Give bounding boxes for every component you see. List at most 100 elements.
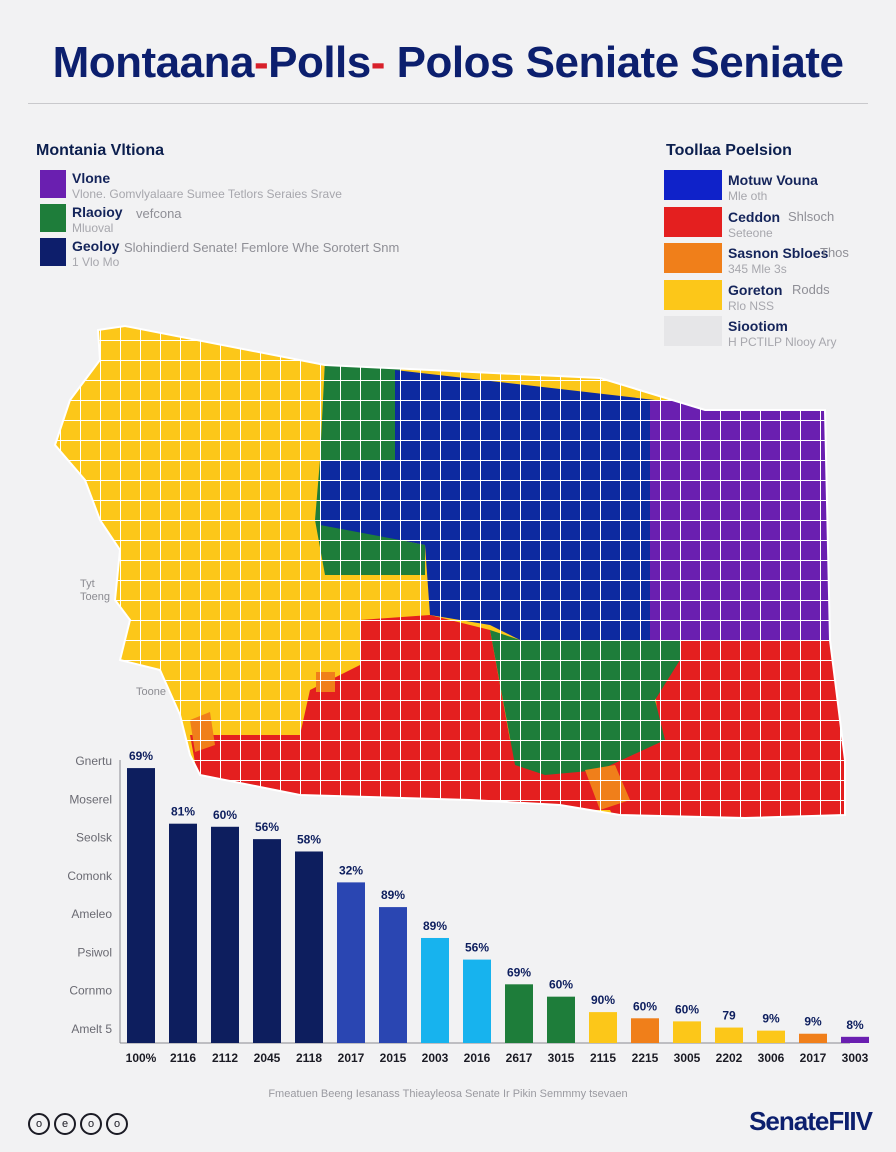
- legend-swatch: [40, 170, 66, 198]
- bar-category-label: 2115: [590, 1051, 616, 1065]
- y-tick-label: Comonk: [67, 869, 113, 883]
- bar-category-label: 100%: [126, 1051, 157, 1065]
- bar-chart: Amelt 5 Cornmo Psiwol Ameleo Comonk Seolsk Mos…: [67, 749, 869, 1065]
- bar-category-labels: 100% 2116 2112 2045 2118 2017 2015 2003 2016 2617…: [126, 1051, 869, 1065]
- bar-category-label: 2116: [170, 1051, 196, 1065]
- legend-left-extra: Slohindierd Senate! Femlore Whe Sorotert…: [124, 240, 400, 255]
- y-tick-label: Seolsk: [76, 831, 113, 845]
- legend-right-item: Ceddon Shlsoch Seteone: [664, 207, 864, 247]
- bar-value-label: 81%: [171, 805, 195, 819]
- legend-right-extra: Rodds: [792, 282, 830, 297]
- bar: [337, 882, 365, 1043]
- legend-right-extra: Shlsoch: [788, 209, 835, 224]
- bar: [589, 1012, 617, 1043]
- y-tick-label: Moserel: [69, 792, 112, 806]
- bar-value-label: 8%: [846, 1018, 864, 1032]
- bar: [253, 839, 281, 1043]
- legend-right-sub: Rlo NSS: [728, 299, 775, 313]
- bar: [757, 1030, 785, 1043]
- link-circle-icon[interactable]: o: [80, 1113, 102, 1135]
- bar: [799, 1033, 827, 1043]
- bar: [715, 1027, 743, 1043]
- legend-swatch: [40, 238, 66, 266]
- bar-category-label: 2118: [296, 1051, 322, 1065]
- legend-right-item: Sasnon Sbloes Thos 345 Mle 3s: [664, 243, 864, 283]
- bar-category-label: 2617: [506, 1051, 533, 1065]
- legend-right-title: Toollaa Poelsion: [666, 142, 792, 159]
- bar-category-label: 3003: [842, 1051, 869, 1065]
- bar-value-label: 32%: [339, 863, 363, 877]
- bar-value-label: 58%: [297, 832, 321, 846]
- legend-left-sub: Vlone. Gomvlyalaare Sumee Tetlors Seraie…: [72, 187, 342, 201]
- bar-value-label: 56%: [255, 820, 279, 834]
- brand-logo: SenateFIIV: [749, 1106, 873, 1136]
- legend-left-label: Geoloy: [72, 238, 120, 254]
- legend-right-sub: H PCTILP Nlooy Ary: [728, 335, 837, 349]
- bar-category-label: 2202: [716, 1051, 743, 1065]
- bar-y-tick-labels: Amelt 5 Cornmo Psiwol Ameleo Comonk Seolsk Mos…: [67, 754, 113, 1036]
- legend-swatch: [40, 204, 66, 232]
- bar-value-label: 60%: [213, 808, 237, 822]
- bar-value-label: 90%: [591, 993, 615, 1007]
- bar-value-label: 60%: [549, 978, 573, 992]
- legend-left-item: Geoloy 1 Vlo Mo Slohindierd Senate! Femlor…: [40, 238, 440, 278]
- bar-category-label: 2016: [464, 1051, 491, 1065]
- page-title: Montaana-Polls- Polos Seniate Seniate: [52, 38, 844, 87]
- legend-right-sub: 345 Mle 3s: [728, 262, 787, 276]
- bar-value-label: 60%: [675, 1002, 699, 1016]
- bar-value-label: 69%: [507, 965, 531, 979]
- bar-value-label: 89%: [381, 888, 405, 902]
- bar-data-labels: 69% 81% 60% 56% 58% 32% 89% 89% 56% 69% 60% 90% 60% 6…: [129, 749, 864, 1032]
- bar-category-label: 2045: [254, 1051, 281, 1065]
- info-circle-icon[interactable]: o: [106, 1113, 128, 1135]
- bar: [841, 1036, 869, 1043]
- bar-category-label: 2112: [212, 1051, 238, 1065]
- legend-left-item: Vlone Vlone. Gomvlyalaare Sumee Tetlors S…: [40, 170, 440, 210]
- legend-right-item: Siootiom H PCTILP Nlooy Ary: [664, 316, 864, 356]
- legend-right-label: Ceddon: [728, 209, 781, 225]
- y-tick-label: Cornmo: [69, 984, 112, 998]
- y-tick-label: Amelt 5: [71, 1022, 112, 1036]
- bar-category-label: 2215: [632, 1051, 659, 1065]
- legend-swatch: [664, 280, 722, 310]
- email-circle-icon[interactable]: e: [54, 1113, 76, 1135]
- bar: [295, 851, 323, 1043]
- legend-swatch: [664, 170, 722, 200]
- bar-category-label: 3015: [548, 1051, 575, 1065]
- share-circle-icon[interactable]: o: [28, 1113, 50, 1135]
- bar-category-label: 2017: [338, 1051, 365, 1065]
- legend-right-label: Siootiom: [728, 318, 788, 334]
- legend-right-extra: Thos: [820, 245, 849, 260]
- bar: [127, 768, 155, 1043]
- y-tick-label: Gnertu: [75, 754, 112, 768]
- bar-value-label: 9%: [804, 1015, 822, 1029]
- bar-category-label: 3006: [758, 1051, 785, 1065]
- map-label-west: Tyt Toeng: [80, 578, 110, 603]
- bar: [547, 996, 575, 1043]
- state-outline: [53, 324, 846, 820]
- legend-left-sub: 1 Vlo Mo: [72, 255, 120, 269]
- bar-category-label: 2017: [800, 1051, 827, 1065]
- bar-category-label: 2015: [380, 1051, 407, 1065]
- bar: [421, 937, 449, 1043]
- legend-left-item: Rlaoioy Mluoval vefcona: [40, 204, 440, 244]
- bar: [379, 907, 407, 1043]
- legend-right-label: Motuw Vouna: [728, 172, 818, 188]
- legend-right-sub: Mle oth: [728, 189, 768, 203]
- legend-right-item: Goreton Rodds Rlo NSS: [664, 280, 864, 320]
- legend-swatch: [664, 243, 722, 273]
- bar-category-label: 2003: [422, 1051, 449, 1065]
- legend-swatch: [664, 316, 722, 346]
- bar: [673, 1021, 701, 1043]
- map-label-southwest: Toone: [136, 686, 166, 698]
- bar: [169, 823, 197, 1043]
- county-map: [53, 324, 846, 820]
- legend-left-title: Montania Vltiona: [36, 142, 164, 159]
- legend-right-sub: Seteone: [728, 226, 773, 240]
- legend-left-label: Rlaoioy: [72, 204, 123, 220]
- bar-marks: [127, 768, 869, 1043]
- legend-right-label: Goreton: [728, 282, 783, 298]
- bar: [463, 959, 491, 1043]
- legend-swatch: [664, 207, 722, 237]
